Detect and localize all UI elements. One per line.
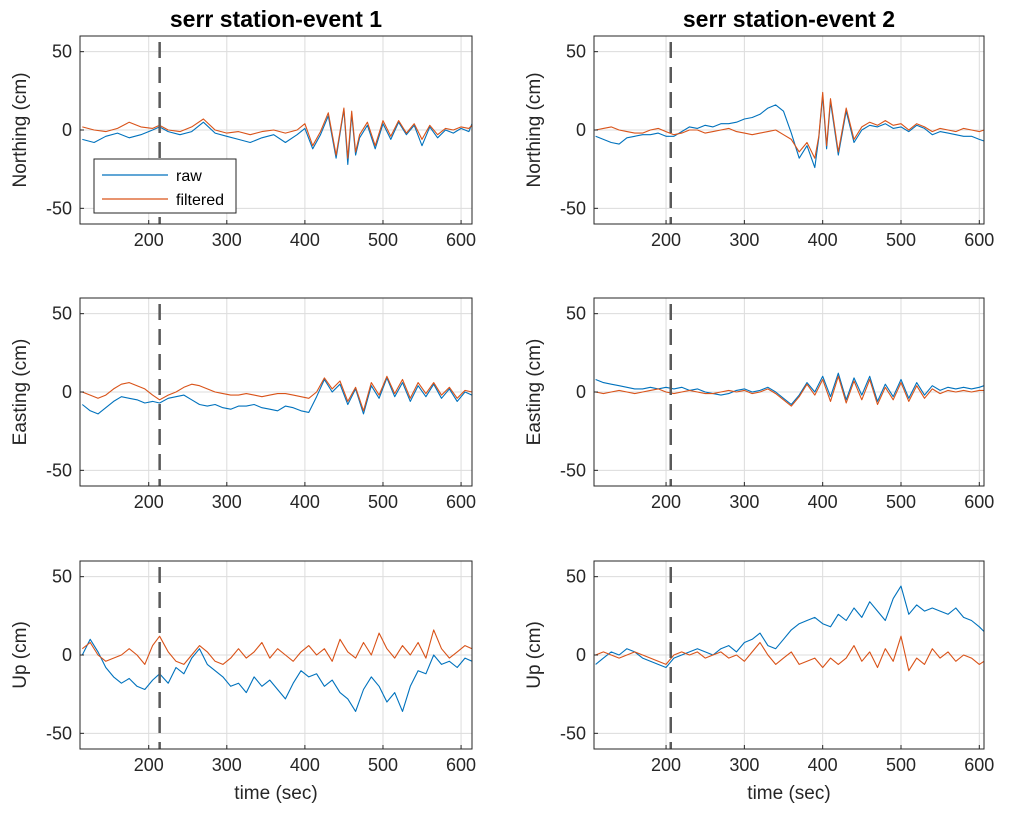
x-tick-label: 400 <box>290 230 320 250</box>
y-tick-label: 0 <box>576 120 586 140</box>
x-tick-label: 400 <box>290 492 320 512</box>
y-tick-label: 0 <box>62 645 72 665</box>
y-tick-label: -50 <box>560 198 586 218</box>
x-tick-label: 300 <box>729 755 759 775</box>
x-tick-label: 600 <box>446 492 476 512</box>
y-axis-label: Easting (cm) <box>524 339 545 446</box>
x-tick-label: 500 <box>886 755 916 775</box>
y-tick-label: 50 <box>566 42 586 62</box>
chart-panel-3: 200 300 400 500 600 -50 0 50 Easting (cm) <box>10 297 476 512</box>
legend: raw filtered <box>93 158 237 214</box>
x-tick-label: 300 <box>212 755 242 775</box>
y-tick-label: 50 <box>566 304 586 324</box>
chart-title: serr station-event 1 <box>170 6 382 32</box>
x-tick-label: 500 <box>368 230 398 250</box>
y-tick-label: -50 <box>560 460 586 480</box>
x-tick-label: 500 <box>368 755 398 775</box>
y-axis-label: Up (cm) <box>10 621 31 689</box>
x-axis-label: time (sec) <box>234 783 317 804</box>
series-line-filtered <box>595 635 985 672</box>
series-line-filtered <box>82 107 473 159</box>
y-axis-label: Up (cm) <box>524 621 545 689</box>
series-line-filtered <box>82 375 473 412</box>
chart-panel-1: 200 300 400 500 600 -50 0 50 serr station-event … <box>10 6 476 250</box>
y-axis-label: Northing (cm) <box>524 72 545 187</box>
x-tick-label: 200 <box>651 755 681 775</box>
y-axis-label: Easting (cm) <box>10 339 31 446</box>
y-tick-label: 0 <box>62 382 72 402</box>
legend-label-filtered: filtered <box>176 192 224 209</box>
series-line-filtered <box>595 91 985 159</box>
y-tick-label: 50 <box>566 567 586 587</box>
chart-panel-6: 200 300 400 500 600 -50 0 50 Up (cm) time (sec) <box>524 560 994 804</box>
x-tick-label: 300 <box>212 492 242 512</box>
x-tick-label: 600 <box>964 230 994 250</box>
series-line-raw <box>81 377 473 415</box>
x-tick-label: 500 <box>368 492 398 512</box>
x-tick-label: 200 <box>651 230 681 250</box>
y-tick-label: -50 <box>560 723 586 743</box>
x-tick-label: 200 <box>134 755 164 775</box>
y-axis-label: Northing (cm) <box>10 72 31 187</box>
legend-box <box>93 158 237 214</box>
x-tick-label: 400 <box>808 230 838 250</box>
x-tick-label: 200 <box>651 492 681 512</box>
x-tick-label: 600 <box>446 755 476 775</box>
chart-panel-5: 200 300 400 500 600 -50 0 50 Up (cm) time (sec) <box>10 560 476 804</box>
series-line-raw <box>81 638 473 712</box>
legend-label-raw: raw <box>176 168 202 185</box>
x-axis-label: time (sec) <box>747 783 830 804</box>
chart-title: serr station-event 2 <box>683 6 895 32</box>
x-tick-label: 600 <box>964 755 994 775</box>
series-line-raw <box>595 585 985 669</box>
x-tick-label: 300 <box>212 230 242 250</box>
y-tick-label: 50 <box>52 304 72 324</box>
x-tick-label: 200 <box>134 230 164 250</box>
chart-panel-2: 200 300 400 500 600 -50 0 50 serr station-event … <box>524 6 994 250</box>
series-line-raw <box>595 372 985 406</box>
y-tick-label: 0 <box>576 645 586 665</box>
y-tick-label: 0 <box>576 382 586 402</box>
x-tick-label: 500 <box>886 230 916 250</box>
y-tick-label: -50 <box>46 460 72 480</box>
series-line-filtered <box>595 375 984 407</box>
x-tick-label: 300 <box>729 230 759 250</box>
y-tick-label: 0 <box>62 120 72 140</box>
y-tick-label: -50 <box>46 723 72 743</box>
chart-panel-4: 200 300 400 500 600 -50 0 50 Easting (cm) <box>524 297 994 512</box>
x-tick-label: 600 <box>964 492 994 512</box>
series-line-filtered <box>81 629 473 665</box>
x-tick-label: 300 <box>729 492 759 512</box>
x-tick-label: 200 <box>134 492 164 512</box>
y-tick-label: 50 <box>52 42 72 62</box>
x-tick-label: 400 <box>808 755 838 775</box>
y-tick-label: -50 <box>46 198 72 218</box>
x-tick-label: 600 <box>446 230 476 250</box>
series-line-raw <box>595 94 985 169</box>
x-tick-label: 400 <box>808 492 838 512</box>
series-line-raw <box>82 109 473 166</box>
y-tick-label: 50 <box>52 567 72 587</box>
x-tick-label: 400 <box>290 755 320 775</box>
x-tick-label: 500 <box>886 492 916 512</box>
